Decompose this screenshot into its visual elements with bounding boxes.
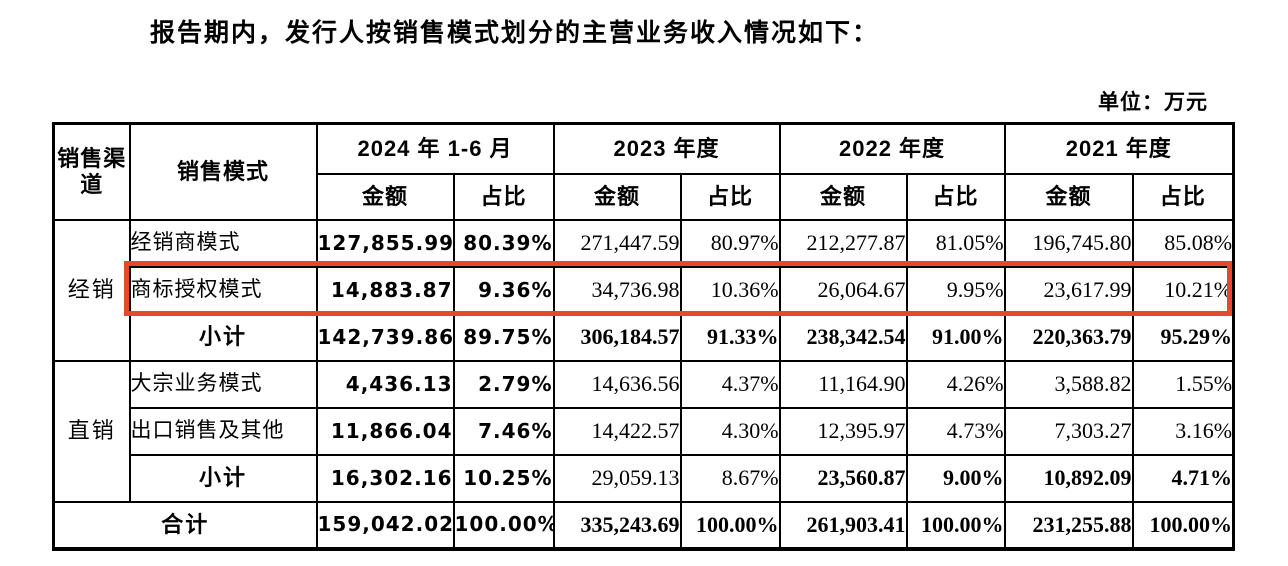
- subtotal-direct-2022-ratio: 9.00%: [905, 453, 1006, 503]
- subtotal-direct-2022-amount: 23,560.87: [778, 453, 908, 503]
- dealer-2024-amount: 127,855.99: [315, 218, 455, 268]
- table-row-subtotal-direct: 小计 16,302.16 10.25% 29,059.13 8.67% 23,5…: [54, 453, 1235, 503]
- subtotal-dist-2021-ratio: 95.29%: [1131, 312, 1235, 362]
- dealer-2023-amount: 271,447.59: [552, 218, 682, 268]
- bulk-2024-ratio: 2.79%: [452, 359, 555, 409]
- row-label-subtotal-direct: 小计: [128, 453, 318, 503]
- table-row-subtotal-distribution: 小计 142,739.86 89.75% 306,184.57 91.33% 2…: [54, 312, 1235, 362]
- trademark-2021-amount: 23,617.99: [1003, 265, 1134, 315]
- trademark-2022-amount: 26,064.67: [778, 265, 908, 315]
- row-label-export: 出口销售及其他: [128, 406, 318, 456]
- subtotal-dist-2023-amount: 306,184.57: [552, 312, 682, 362]
- table-row-total: 合计 159,042.02 100.00% 335,243.69 100.00%…: [52, 500, 1235, 550]
- header-amount-2021: 金额: [1003, 172, 1134, 221]
- row-label-trademark: 商标授权模式: [128, 265, 318, 315]
- export-2023-amount: 14,422.57: [552, 406, 682, 456]
- total-2021-ratio: 100.00%: [1131, 500, 1235, 550]
- export-2024-ratio: 7.46%: [452, 406, 555, 456]
- table-row-bulk: 直销 大宗业务模式 4,436.13 2.79% 14,636.56 4.37%…: [52, 359, 1235, 503]
- header-amount-2022: 金额: [778, 172, 908, 221]
- export-2022-ratio: 4.73%: [905, 406, 1006, 456]
- table-row-trademark: 商标授权模式 14,883.87 9.36% 34,736.98 10.36% …: [54, 265, 1235, 315]
- subtotal-direct-2024-amount: 16,302.16: [315, 453, 455, 503]
- total-2022-amount: 261,903.41: [778, 500, 908, 550]
- trademark-2023-amount: 34,736.98: [552, 265, 682, 315]
- subtotal-dist-2022-amount: 238,342.54: [778, 312, 908, 362]
- subtotal-direct-2021-ratio: 4.71%: [1131, 453, 1235, 503]
- export-2024-amount: 11,866.04: [315, 406, 455, 456]
- header-amount-2023: 金额: [552, 172, 682, 221]
- subtotal-direct-2023-ratio: 8.67%: [679, 453, 781, 503]
- total-2023-amount: 335,243.69: [552, 500, 682, 550]
- header-ratio-2022: 占比: [905, 172, 1006, 221]
- header-period-2021: 2021 年度: [1003, 122, 1235, 175]
- trademark-2021-ratio: 10.21%: [1131, 265, 1235, 315]
- trademark-2024-amount: 14,883.87: [315, 265, 455, 315]
- header-sales-model: 销售模式: [128, 122, 318, 221]
- subtotal-dist-2023-ratio: 91.33%: [679, 312, 781, 362]
- header-amount-2024: 金额: [315, 172, 455, 221]
- table-row-export: 出口销售及其他 11,866.04 7.46% 14,422.57 4.30% …: [54, 406, 1235, 456]
- bulk-2022-ratio: 4.26%: [905, 359, 1006, 409]
- row-label-total: 合计: [52, 500, 318, 550]
- bulk-2021-amount: 3,588.82: [1003, 359, 1134, 409]
- subtotal-dist-2024-amount: 142,739.86: [315, 312, 455, 362]
- subtotal-dist-2024-ratio: 89.75%: [452, 312, 555, 362]
- channel-group-direct: 直销: [52, 359, 131, 503]
- dealer-2022-amount: 212,277.87: [778, 218, 908, 268]
- header-period-2024: 2024 年 1-6 月: [315, 122, 555, 175]
- bulk-2021-ratio: 1.55%: [1131, 359, 1235, 409]
- channel-group-distribution: 经销: [52, 218, 131, 362]
- revenue-by-sales-model-table: 销售渠道 销售模式 2024 年 1-6 月 2023 年度 2022 年度 2…: [52, 122, 1236, 551]
- dealer-2021-ratio: 85.08%: [1131, 218, 1235, 268]
- header-period-2022: 2022 年度: [778, 122, 1006, 175]
- header-ratio-2023: 占比: [679, 172, 781, 221]
- dealer-2022-ratio: 81.05%: [905, 218, 1006, 268]
- header-sales-channel: 销售渠道: [52, 122, 131, 221]
- subtotal-direct-2024-ratio: 10.25%: [452, 453, 555, 503]
- export-2022-amount: 12,395.97: [778, 406, 908, 456]
- total-2024-ratio: 100.00%: [452, 500, 555, 550]
- trademark-2024-ratio: 9.36%: [452, 265, 555, 315]
- bulk-2022-amount: 11,164.90: [778, 359, 908, 409]
- bulk-2023-amount: 14,636.56: [552, 359, 682, 409]
- dealer-2021-amount: 196,745.80: [1003, 218, 1134, 268]
- total-2021-amount: 231,255.88: [1003, 500, 1134, 550]
- subtotal-direct-2023-amount: 29,059.13: [552, 453, 682, 503]
- bulk-2023-ratio: 4.37%: [679, 359, 781, 409]
- subtotal-direct-2021-amount: 10,892.09: [1003, 453, 1134, 503]
- row-label-bulk: 大宗业务模式: [128, 359, 318, 409]
- total-2023-ratio: 100.00%: [679, 500, 781, 550]
- header-ratio-2021: 占比: [1131, 172, 1235, 221]
- dealer-2023-ratio: 80.97%: [679, 218, 781, 268]
- total-2024-amount: 159,042.02: [315, 500, 455, 550]
- page-title: 报告期内，发行人按销售模式划分的主营业务收入情况如下：: [150, 19, 880, 47]
- trademark-2023-ratio: 10.36%: [679, 265, 781, 315]
- row-label-dealer: 经销商模式: [128, 218, 318, 268]
- export-2021-amount: 7,303.27: [1003, 406, 1134, 456]
- trademark-2022-ratio: 9.95%: [905, 265, 1006, 315]
- total-2022-ratio: 100.00%: [905, 500, 1006, 550]
- subtotal-dist-2021-amount: 220,363.79: [1003, 312, 1134, 362]
- dealer-2024-ratio: 80.39%: [452, 218, 555, 268]
- export-2021-ratio: 3.16%: [1131, 406, 1235, 456]
- table-row-dealer: 经销 经销商模式 127,855.99 80.39% 271,447.59 80…: [52, 218, 1235, 362]
- bulk-2024-amount: 4,436.13: [315, 359, 455, 409]
- header-ratio-2024: 占比: [452, 172, 555, 221]
- header-period-2023: 2023 年度: [552, 122, 781, 175]
- unit-label: 单位：万元: [1098, 91, 1208, 114]
- subtotal-dist-2022-ratio: 91.00%: [905, 312, 1006, 362]
- export-2023-ratio: 4.30%: [679, 406, 781, 456]
- row-label-subtotal-distribution: 小计: [128, 312, 318, 362]
